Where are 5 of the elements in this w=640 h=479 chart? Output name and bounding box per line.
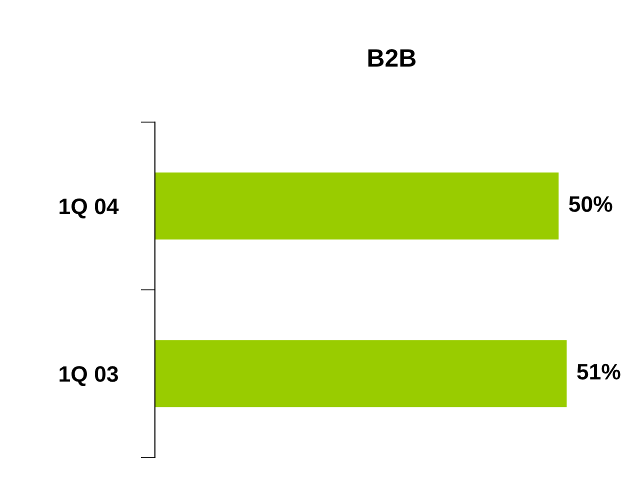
y-tick-label: 1Q 04: [60, 198, 119, 218]
data-label: 50%: [569, 196, 612, 212]
y-tick-label: 1Q 03: [60, 366, 118, 386]
chart-title: B2B: [368, 49, 416, 67]
data-label: 51%: [577, 364, 620, 380]
